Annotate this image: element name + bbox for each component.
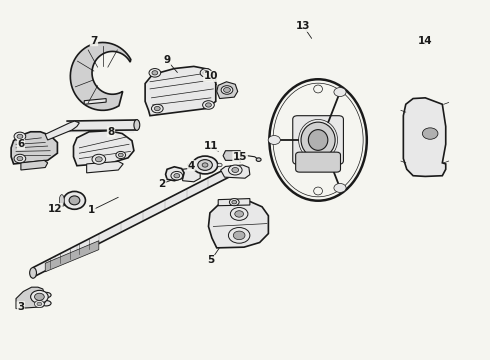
- Text: 6: 6: [17, 139, 24, 149]
- Ellipse shape: [198, 159, 212, 170]
- Polygon shape: [223, 151, 243, 160]
- Ellipse shape: [228, 228, 250, 243]
- Text: 9: 9: [164, 55, 171, 65]
- Ellipse shape: [171, 171, 183, 180]
- Ellipse shape: [221, 86, 233, 94]
- Text: 12: 12: [48, 203, 62, 213]
- Polygon shape: [166, 167, 184, 181]
- Text: 4: 4: [188, 161, 195, 171]
- Ellipse shape: [268, 135, 280, 144]
- Ellipse shape: [37, 302, 42, 306]
- Polygon shape: [84, 99, 106, 104]
- Ellipse shape: [228, 165, 242, 175]
- Text: 13: 13: [296, 21, 311, 31]
- Ellipse shape: [41, 301, 51, 306]
- Ellipse shape: [116, 152, 125, 158]
- Ellipse shape: [229, 199, 239, 206]
- Ellipse shape: [232, 201, 237, 204]
- Ellipse shape: [232, 167, 239, 172]
- Text: 11: 11: [204, 141, 218, 151]
- Polygon shape: [67, 120, 137, 131]
- Ellipse shape: [200, 68, 212, 77]
- Text: 8: 8: [107, 127, 115, 137]
- Ellipse shape: [422, 128, 438, 139]
- Ellipse shape: [17, 157, 23, 161]
- Ellipse shape: [416, 123, 444, 144]
- Ellipse shape: [193, 156, 218, 174]
- Ellipse shape: [301, 122, 335, 158]
- Ellipse shape: [174, 174, 180, 178]
- Ellipse shape: [233, 231, 245, 240]
- Polygon shape: [45, 121, 79, 140]
- Ellipse shape: [230, 207, 248, 220]
- Text: 3: 3: [17, 302, 24, 312]
- Polygon shape: [21, 160, 48, 170]
- Text: 10: 10: [204, 71, 218, 81]
- Ellipse shape: [188, 163, 193, 167]
- Polygon shape: [45, 241, 99, 272]
- Text: 1: 1: [88, 205, 95, 215]
- Polygon shape: [145, 66, 216, 116]
- Ellipse shape: [202, 101, 214, 109]
- Ellipse shape: [203, 71, 209, 75]
- Polygon shape: [16, 287, 46, 309]
- Ellipse shape: [235, 211, 244, 217]
- Polygon shape: [71, 42, 131, 110]
- Ellipse shape: [154, 107, 160, 111]
- Ellipse shape: [34, 293, 44, 300]
- Ellipse shape: [30, 291, 48, 303]
- Ellipse shape: [64, 192, 85, 209]
- Ellipse shape: [92, 154, 106, 164]
- Text: 15: 15: [233, 152, 247, 162]
- Polygon shape: [220, 165, 250, 178]
- Text: 5: 5: [207, 255, 215, 265]
- Ellipse shape: [59, 195, 64, 206]
- Polygon shape: [403, 98, 446, 176]
- Ellipse shape: [30, 267, 36, 278]
- Ellipse shape: [34, 300, 44, 307]
- Ellipse shape: [202, 163, 208, 167]
- Polygon shape: [74, 131, 134, 166]
- Ellipse shape: [334, 87, 346, 96]
- Ellipse shape: [134, 120, 140, 130]
- Ellipse shape: [256, 158, 261, 161]
- Polygon shape: [183, 168, 200, 182]
- Text: 7: 7: [90, 36, 98, 46]
- Polygon shape: [11, 132, 57, 164]
- Ellipse shape: [41, 292, 51, 298]
- FancyBboxPatch shape: [293, 116, 343, 164]
- Text: 2: 2: [159, 179, 166, 189]
- Ellipse shape: [217, 163, 222, 167]
- Ellipse shape: [14, 154, 26, 163]
- Ellipse shape: [69, 196, 80, 205]
- Ellipse shape: [17, 134, 23, 139]
- Text: 14: 14: [418, 36, 433, 46]
- Ellipse shape: [334, 184, 346, 192]
- Ellipse shape: [223, 87, 230, 93]
- Ellipse shape: [149, 68, 161, 77]
- Polygon shape: [218, 199, 250, 206]
- Ellipse shape: [14, 132, 26, 141]
- Ellipse shape: [308, 130, 328, 150]
- FancyBboxPatch shape: [295, 152, 341, 172]
- Ellipse shape: [118, 153, 123, 157]
- Polygon shape: [217, 82, 238, 99]
- Polygon shape: [87, 161, 123, 173]
- Ellipse shape: [151, 104, 163, 113]
- Polygon shape: [33, 166, 230, 277]
- Ellipse shape: [205, 103, 211, 107]
- Polygon shape: [208, 201, 269, 248]
- Ellipse shape: [96, 157, 102, 162]
- Ellipse shape: [152, 71, 158, 75]
